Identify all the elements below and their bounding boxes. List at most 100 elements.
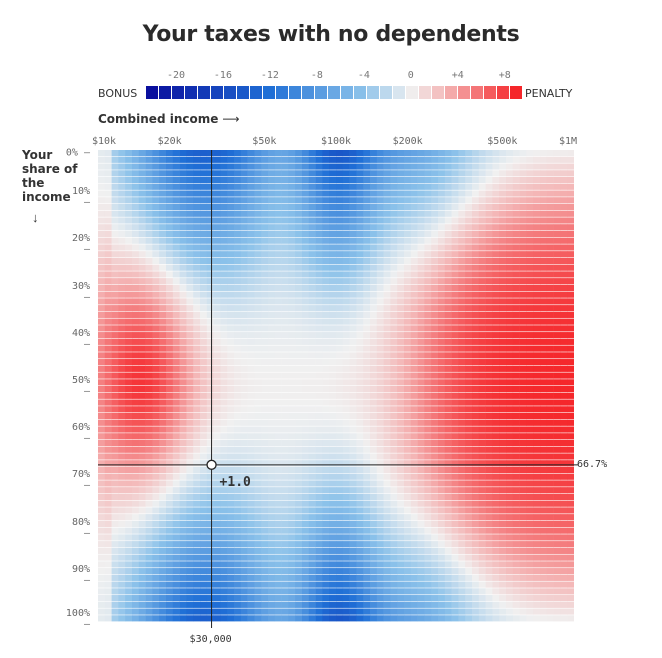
heatmap-cell	[492, 520, 500, 527]
heatmap-cell	[315, 386, 323, 393]
heatmap-cell	[451, 156, 459, 163]
heatmap-cell	[288, 237, 296, 244]
heatmap-cell	[193, 352, 201, 359]
heatmap-cell	[220, 581, 228, 588]
heatmap-cell	[485, 433, 493, 440]
heatmap-cell	[458, 480, 466, 487]
heatmap-cell	[560, 284, 568, 291]
heatmap-cell	[363, 520, 371, 527]
heatmap-cell	[553, 547, 561, 554]
heatmap-cell	[397, 487, 405, 494]
heatmap-cell	[499, 291, 507, 298]
heatmap-cell	[227, 163, 235, 170]
heatmap-cell	[390, 547, 398, 554]
heatmap-cell	[540, 372, 548, 379]
heatmap-cell	[560, 359, 568, 366]
heatmap-cell	[512, 156, 520, 163]
heatmap-cell	[438, 520, 446, 527]
heatmap-cell	[329, 203, 337, 211]
heatmap-cell	[499, 595, 507, 602]
heatmap-cell	[145, 493, 153, 501]
heatmap-cell	[342, 325, 350, 332]
heatmap-cell	[410, 534, 418, 541]
heatmap-cell	[179, 439, 187, 447]
heatmap-cell	[152, 412, 160, 420]
heatmap-cell	[465, 271, 473, 278]
heatmap-cell	[540, 527, 548, 534]
legend-swatch	[237, 86, 249, 99]
heatmap-cell	[220, 406, 228, 413]
heatmap-cell	[376, 568, 384, 575]
heatmap-cell	[125, 439, 133, 447]
heatmap-cell	[485, 190, 493, 197]
heatmap-cell	[118, 365, 126, 372]
heatmap-cell	[478, 541, 486, 548]
heatmap-cell	[247, 392, 255, 399]
heatmap-cell	[111, 318, 119, 325]
heatmap-cell	[485, 541, 493, 548]
heatmap-cell	[349, 412, 357, 420]
heatmap-cell	[397, 419, 405, 426]
heatmap-cell	[138, 473, 146, 480]
heatmap-cell	[152, 284, 160, 291]
heatmap-cell	[512, 291, 520, 298]
heatmap-cell	[349, 365, 357, 372]
heatmap-cell	[567, 210, 574, 217]
heatmap-cell	[322, 359, 330, 366]
heatmap-cell	[465, 197, 473, 204]
heatmap-cell	[512, 305, 520, 312]
heatmap-cell	[349, 284, 357, 291]
heatmap-cell	[295, 581, 303, 588]
heatmap-cell	[254, 412, 262, 420]
heatmap-cell	[465, 446, 473, 453]
heatmap-cell	[417, 493, 425, 501]
heatmap-cell	[390, 332, 398, 339]
heatmap-cell	[417, 210, 425, 217]
heatmap-cell	[186, 244, 194, 251]
heatmap-cell	[234, 163, 242, 170]
heatmap-cell	[410, 338, 418, 345]
heatmap-cell	[499, 426, 507, 433]
heatmap-cell	[451, 237, 459, 244]
heatmap-cell	[444, 257, 452, 265]
heatmap-cell	[104, 230, 112, 238]
heatmap-cell	[295, 574, 303, 581]
heatmap-cell	[560, 311, 568, 318]
heatmap-cell	[274, 210, 282, 217]
heatmap-cell	[118, 588, 126, 595]
heatmap-cell	[546, 601, 554, 608]
heatmap-cell	[288, 439, 296, 447]
heatmap-cell	[200, 291, 208, 298]
heatmap-cell	[451, 278, 459, 285]
heatmap-cell	[179, 372, 187, 379]
heatmap-cell	[540, 305, 548, 312]
heatmap-cell	[472, 176, 480, 184]
heatmap-cell	[458, 392, 466, 399]
heatmap-cell	[302, 608, 310, 615]
heatmap-cell	[492, 332, 500, 339]
heatmap-cell	[431, 332, 439, 339]
heatmap-cell	[492, 244, 500, 251]
crosshair-marker[interactable]	[206, 459, 217, 470]
heatmap-cell	[363, 426, 371, 433]
heatmap-cell	[390, 392, 398, 399]
heatmap-cell	[410, 379, 418, 386]
heatmap-cell	[560, 203, 568, 211]
heatmap-cell	[118, 251, 126, 258]
heatmap-cell	[417, 386, 425, 393]
heatmap-cell	[397, 325, 405, 332]
heatmap-cell	[417, 372, 425, 379]
heatmap-cell	[410, 514, 418, 521]
heatmap-cell	[118, 338, 126, 345]
heatmap-cell	[240, 311, 248, 318]
heatmap-cell	[254, 352, 262, 359]
heatmap-cell	[342, 574, 350, 581]
heatmap-cell	[349, 338, 357, 345]
heatmap-cell	[533, 574, 541, 581]
heatmap-plot[interactable]	[98, 150, 574, 622]
heatmap-cell	[159, 345, 167, 352]
heatmap-cell	[444, 176, 452, 184]
heatmap-cell	[281, 426, 289, 433]
heatmap-cell	[506, 534, 514, 541]
